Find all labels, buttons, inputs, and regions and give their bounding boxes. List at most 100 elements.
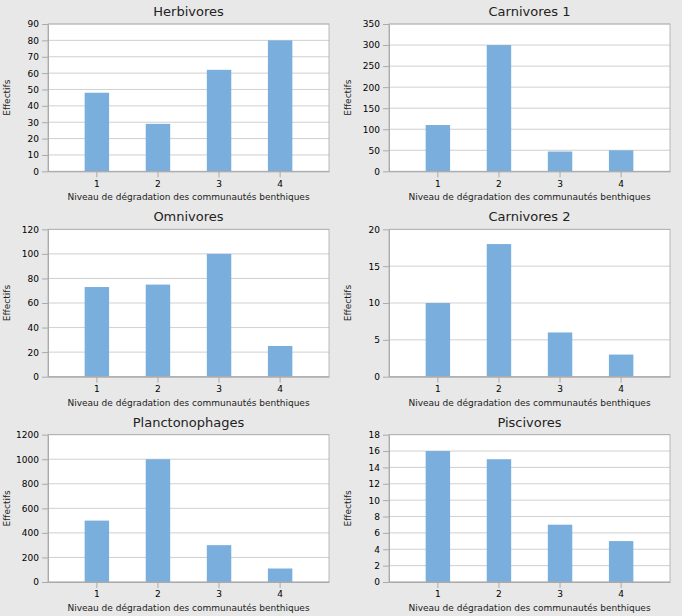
plot-frame (389, 435, 670, 582)
plot-background (48, 24, 329, 171)
x-tick-mark (621, 582, 622, 588)
x-tick-label: 4 (618, 384, 624, 394)
y-tick-label: 4 (374, 545, 380, 555)
x-tick-label: 1 (94, 384, 100, 394)
y-tick-label: 10 (369, 298, 381, 308)
y-tick-label: 100 (22, 249, 39, 259)
bar (548, 152, 572, 172)
y-tick: 20 (28, 347, 48, 357)
grid (389, 229, 670, 376)
y-tick-mark (383, 266, 389, 267)
bar (268, 346, 292, 377)
y-tick-label: 15 (369, 262, 380, 272)
bar (426, 451, 450, 582)
y-tick-mark (383, 533, 389, 534)
bars (426, 451, 634, 582)
y-tick-mark (383, 500, 389, 501)
x-tick: 3 (557, 171, 563, 188)
y-tick-label: 60 (28, 298, 40, 308)
y-tick: 1000 (16, 455, 48, 465)
x-tick-mark (157, 582, 158, 588)
y-tick-mark (42, 328, 48, 329)
x-tick-label: 4 (618, 179, 624, 189)
x-axis: 1234 (49, 582, 330, 599)
y-tick: 8 (374, 512, 389, 522)
bar (609, 150, 633, 171)
y-tick: 200 (363, 83, 389, 93)
x-tick-mark (498, 171, 499, 177)
plot-background (389, 24, 670, 171)
y-axis-title: Effectifs (343, 285, 353, 322)
x-tick-mark (280, 171, 281, 177)
y-tick-label: 0 (33, 372, 39, 382)
subplot: 0204060801001201234OmnivoresNiveau de dé… (2, 209, 330, 407)
figure: 01020304050607080901234HerbivoresNiveau … (0, 0, 682, 616)
y-tick: 80 (28, 274, 48, 284)
x-tick-mark (498, 377, 499, 383)
x-tick-mark (157, 377, 158, 383)
x-tick: 3 (557, 377, 563, 394)
grid (48, 229, 329, 376)
y-axis-title: Effectifs (343, 490, 353, 527)
subplot: 0501001502002503003501234Carnivores 1Niv… (343, 4, 671, 202)
grid-line (389, 45, 670, 46)
y-tick-mark (383, 377, 389, 378)
y-tick: 300 (363, 40, 389, 50)
y-axis-title: Effectifs (2, 285, 12, 322)
y-tick-mark (383, 87, 389, 88)
x-axis: 1234 (49, 171, 330, 188)
y-tick: 60 (28, 298, 48, 308)
x-tick-label: 2 (496, 384, 502, 394)
y-tick-label: 14 (369, 463, 381, 473)
y-axis-title: Effectifs (343, 79, 353, 116)
y-tick-mark (383, 150, 389, 151)
plot-background (389, 435, 670, 582)
y-axis: 050100150200250300350 (363, 19, 390, 176)
y-axis: 024681012141618 (369, 430, 390, 587)
y-tick-mark (42, 278, 48, 279)
x-axis: 1234 (390, 171, 671, 188)
bars (85, 40, 293, 171)
y-tick-mark (383, 24, 389, 25)
y-tick-label: 16 (369, 446, 381, 456)
y-tick-label: 50 (28, 85, 40, 95)
y-tick-label: 800 (22, 479, 39, 489)
x-tick-mark (280, 377, 281, 383)
y-tick-mark (383, 566, 389, 567)
x-tick-mark (437, 377, 438, 383)
y-tick-mark (42, 459, 48, 460)
y-tick-mark (42, 303, 48, 304)
bar (609, 541, 633, 582)
y-tick: 2 (374, 561, 389, 571)
x-tick-mark (621, 171, 622, 177)
x-tick-mark (280, 582, 281, 588)
x-tick-label: 1 (435, 384, 441, 394)
y-tick-label: 80 (28, 274, 40, 284)
bar (268, 40, 292, 171)
y-tick: 40 (28, 101, 48, 111)
y-tick: 90 (28, 19, 48, 29)
x-tick-mark (219, 171, 220, 177)
y-tick-label: 100 (363, 125, 380, 135)
y-tick-mark (42, 139, 48, 140)
y-tick: 0 (33, 372, 48, 382)
y-tick-label: 20 (28, 134, 40, 144)
plot-frame (48, 435, 329, 582)
x-tick-mark (96, 377, 97, 383)
y-tick: 14 (369, 463, 389, 473)
y-tick-label: 150 (363, 104, 380, 114)
bar (85, 287, 109, 377)
x-axis-title: Niveau de dégradation des communautés be… (408, 398, 650, 408)
bar (146, 459, 170, 582)
plot-background (389, 229, 670, 376)
y-tick: 120 (22, 225, 48, 235)
y-tick-mark (42, 484, 48, 485)
y-tick-label: 250 (363, 61, 380, 71)
x-tick-mark (219, 377, 220, 383)
x-tick: 1 (94, 171, 100, 188)
x-tick-mark (219, 582, 220, 588)
plot-frame (389, 229, 670, 376)
x-tick: 4 (618, 377, 624, 394)
y-tick-label: 60 (28, 68, 40, 78)
bar (146, 124, 170, 171)
